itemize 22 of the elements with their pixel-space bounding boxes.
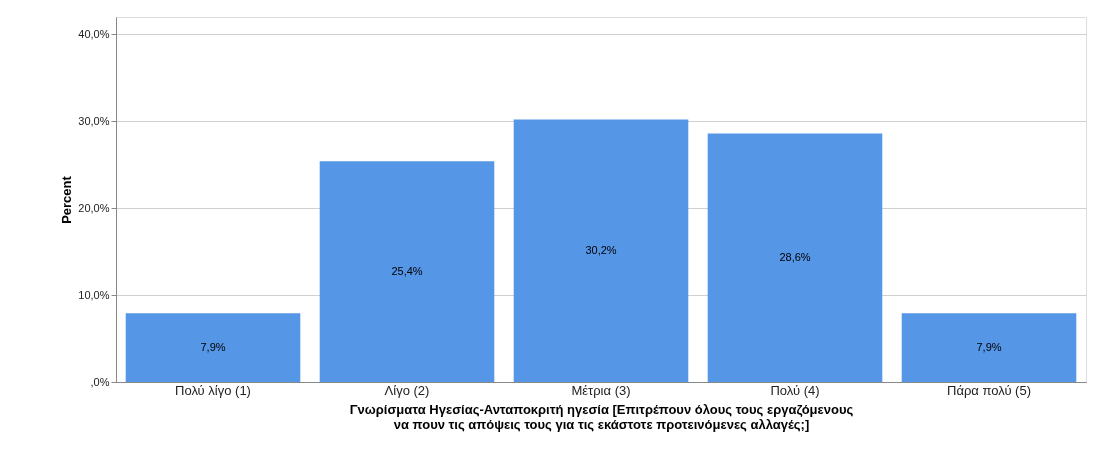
bar [707, 133, 883, 382]
x-tick-label: Πάρα πολύ (5) [947, 382, 1031, 398]
bar [513, 119, 689, 382]
y-tick-label: 10,0% [78, 288, 110, 301]
x-tick-label: Λίγο (2) [384, 382, 430, 398]
x-tick-label: Πολύ (4) [770, 382, 820, 398]
y-tick-label: ,0% [90, 375, 110, 388]
y-axis-title: Percent [59, 175, 75, 224]
y-tick-label: 30,0% [78, 114, 110, 127]
bar [901, 313, 1077, 382]
data-label: 28,6% [779, 250, 811, 263]
x-tick-label: Πολύ λίγο (1) [175, 382, 251, 398]
data-label: 7,9% [976, 340, 1002, 353]
data-label: 7,9% [200, 340, 226, 353]
y-tick-label: 20,0% [78, 201, 110, 214]
data-label: 25,4% [391, 264, 423, 277]
y-tick-label: 40,0% [78, 27, 110, 40]
x-tick-label: Μέτρια (3) [571, 382, 631, 398]
data-label: 30,2% [585, 243, 617, 256]
bar [319, 161, 495, 382]
x-axis-title: Γνωρίσματα Ηγεσίας-Ανταποκριτή ηγεσία [Επιτρέπουν όλους τους εργαζόμενους να πουν τις απόψεις τους για τις εκάστοτε προτεινόμενες αλλαγές;] [349, 401, 854, 432]
bar [125, 313, 301, 382]
